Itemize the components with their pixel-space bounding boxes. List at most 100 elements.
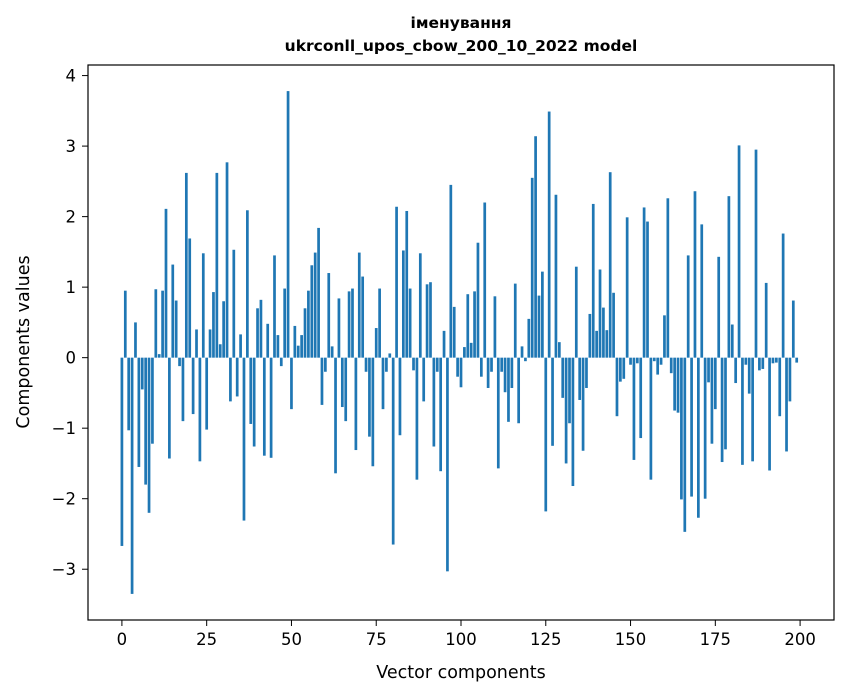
bar bbox=[229, 357, 232, 402]
bar bbox=[615, 357, 619, 417]
bar bbox=[283, 288, 287, 358]
bar bbox=[317, 227, 320, 358]
bar bbox=[771, 357, 775, 364]
bar bbox=[747, 357, 751, 394]
y-axis-label: Components values bbox=[14, 255, 34, 428]
bar bbox=[795, 357, 799, 363]
bar bbox=[442, 330, 446, 358]
bar bbox=[195, 329, 198, 358]
bar bbox=[395, 206, 398, 358]
bar bbox=[303, 308, 307, 358]
bar bbox=[625, 217, 629, 358]
bar bbox=[680, 357, 683, 500]
bar bbox=[724, 357, 727, 450]
bar bbox=[235, 357, 239, 397]
bar bbox=[161, 290, 164, 358]
bar bbox=[690, 357, 693, 497]
bar bbox=[503, 357, 507, 393]
bar bbox=[541, 271, 544, 358]
bar bbox=[727, 196, 731, 358]
bar bbox=[791, 300, 795, 358]
bar bbox=[656, 357, 660, 375]
bar bbox=[761, 357, 765, 369]
bar bbox=[300, 335, 303, 358]
x-tick-label: 200 bbox=[784, 630, 816, 649]
bar bbox=[459, 357, 463, 388]
bar bbox=[463, 347, 466, 358]
bar bbox=[520, 346, 524, 358]
bar bbox=[652, 357, 656, 362]
bar bbox=[307, 290, 310, 358]
bar bbox=[581, 357, 585, 451]
y-tick-label: −3 bbox=[52, 560, 76, 579]
bar bbox=[174, 300, 178, 358]
y-tick-label: 3 bbox=[66, 137, 77, 156]
bar bbox=[205, 357, 209, 430]
bar bbox=[401, 250, 405, 358]
bar bbox=[371, 357, 375, 467]
x-tick-label: 175 bbox=[700, 630, 732, 649]
bar bbox=[673, 357, 676, 411]
bar bbox=[361, 276, 365, 358]
bar bbox=[388, 353, 392, 358]
bar bbox=[154, 289, 158, 358]
bar bbox=[785, 357, 788, 452]
bar bbox=[571, 357, 575, 487]
y-tick-label: 4 bbox=[66, 67, 77, 86]
bar bbox=[184, 172, 188, 358]
bar bbox=[507, 357, 510, 422]
bar bbox=[415, 357, 419, 480]
bar bbox=[222, 301, 225, 358]
bar bbox=[344, 357, 348, 422]
bar bbox=[496, 357, 500, 469]
bar bbox=[408, 288, 412, 358]
bar bbox=[659, 357, 663, 365]
bar bbox=[754, 149, 758, 358]
bar bbox=[632, 357, 636, 460]
bar bbox=[286, 91, 290, 358]
bar bbox=[385, 357, 388, 372]
y-tick-label: −2 bbox=[52, 490, 76, 509]
bar bbox=[134, 322, 137, 358]
bar bbox=[551, 357, 554, 446]
bar bbox=[605, 330, 609, 358]
bar bbox=[476, 242, 480, 358]
y-tick-label: 0 bbox=[66, 349, 77, 368]
bar bbox=[449, 184, 453, 358]
bar bbox=[619, 357, 622, 382]
bar bbox=[554, 194, 558, 358]
bar bbox=[591, 203, 595, 358]
bar bbox=[232, 249, 236, 358]
bar bbox=[432, 357, 436, 447]
bar bbox=[256, 308, 259, 358]
bar bbox=[469, 342, 473, 358]
bar bbox=[513, 283, 517, 358]
bar bbox=[330, 346, 334, 358]
chart-title: іменування bbox=[411, 14, 512, 32]
bar bbox=[527, 318, 531, 358]
bar bbox=[293, 325, 297, 358]
bar bbox=[778, 357, 782, 417]
bar bbox=[324, 357, 327, 372]
bar bbox=[249, 357, 253, 424]
x-tick-label: 0 bbox=[117, 630, 128, 649]
bar bbox=[595, 330, 598, 358]
bar bbox=[252, 357, 256, 447]
bar bbox=[585, 357, 588, 388]
bar bbox=[422, 357, 426, 402]
bar bbox=[446, 357, 449, 572]
bar bbox=[720, 357, 724, 463]
bar bbox=[781, 233, 785, 358]
bar bbox=[239, 334, 242, 358]
bar bbox=[744, 357, 748, 365]
bar bbox=[588, 313, 592, 358]
bar bbox=[157, 354, 161, 358]
y-tick-label: −1 bbox=[52, 419, 76, 438]
bar bbox=[340, 357, 344, 408]
bar bbox=[269, 357, 273, 458]
bar bbox=[622, 357, 626, 379]
bar bbox=[493, 296, 497, 358]
bar bbox=[530, 177, 534, 358]
bar bbox=[483, 202, 487, 358]
